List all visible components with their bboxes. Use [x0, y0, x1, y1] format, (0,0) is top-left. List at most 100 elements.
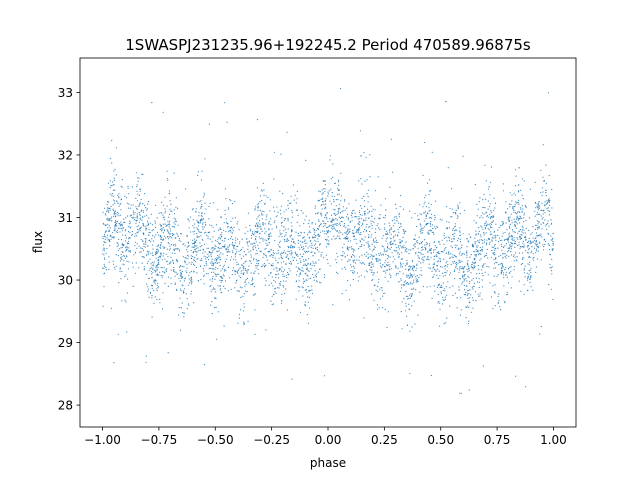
data-point — [208, 251, 210, 253]
data-point — [312, 237, 314, 239]
data-point — [548, 210, 551, 212]
data-point — [280, 302, 283, 304]
data-point — [365, 219, 367, 221]
data-point — [151, 230, 153, 232]
data-point — [291, 210, 293, 212]
data-point — [333, 208, 335, 211]
data-point — [163, 219, 166, 221]
data-point — [339, 222, 341, 224]
data-point — [435, 200, 437, 202]
data-point — [128, 238, 130, 240]
data-point — [281, 293, 283, 295]
data-point — [169, 245, 171, 247]
data-point — [441, 272, 444, 274]
data-point — [540, 215, 542, 217]
data-point — [164, 196, 166, 198]
data-point — [112, 232, 114, 234]
data-point — [477, 293, 479, 295]
data-point — [347, 213, 349, 215]
data-point — [467, 322, 470, 325]
data-point — [173, 270, 175, 272]
data-point — [521, 231, 523, 233]
data-point — [472, 288, 474, 290]
data-point — [296, 209, 298, 211]
data-point — [180, 265, 182, 267]
data-point — [541, 202, 543, 204]
data-point — [368, 226, 370, 228]
data-point — [467, 240, 469, 242]
data-point — [551, 207, 553, 209]
data-point — [149, 239, 151, 241]
data-point — [130, 204, 132, 206]
data-point — [399, 245, 401, 247]
data-point — [507, 251, 509, 253]
data-point — [520, 236, 522, 238]
data-point — [380, 265, 382, 267]
data-point — [151, 238, 153, 240]
data-point — [253, 257, 255, 259]
data-point — [482, 242, 484, 244]
data-point — [224, 102, 226, 104]
data-point — [506, 276, 508, 278]
data-point — [208, 218, 210, 220]
data-point — [471, 267, 474, 269]
data-point — [245, 283, 247, 285]
data-point — [508, 236, 510, 238]
data-point — [214, 259, 216, 261]
data-point — [417, 255, 419, 257]
data-point — [511, 276, 513, 278]
data-point — [475, 277, 477, 279]
data-point — [233, 244, 236, 247]
data-point — [213, 248, 215, 250]
data-point — [315, 276, 317, 278]
data-point — [489, 282, 491, 284]
data-point — [341, 293, 343, 295]
data-point — [425, 242, 427, 244]
data-point — [494, 237, 496, 239]
data-point — [211, 225, 213, 227]
data-point — [218, 250, 220, 252]
data-point — [196, 258, 198, 260]
data-point — [540, 169, 542, 171]
data-point — [219, 279, 221, 281]
data-point — [201, 213, 203, 215]
data-point — [280, 270, 282, 272]
data-point — [305, 250, 308, 252]
data-point — [196, 235, 198, 237]
data-point — [347, 260, 349, 263]
data-point — [186, 254, 189, 256]
data-point — [250, 284, 252, 286]
data-point — [386, 246, 389, 249]
data-point — [371, 225, 373, 227]
data-point — [185, 257, 187, 259]
data-point — [408, 249, 410, 251]
data-point — [141, 256, 143, 258]
data-point — [228, 231, 230, 233]
data-point — [200, 222, 202, 224]
data-point — [305, 259, 307, 261]
data-point — [542, 191, 544, 193]
data-point — [519, 236, 521, 238]
data-point — [215, 266, 217, 268]
data-point — [451, 246, 453, 249]
data-point — [279, 240, 281, 242]
data-point — [442, 282, 444, 284]
data-point — [484, 271, 486, 273]
data-point — [433, 264, 436, 266]
data-point — [415, 253, 417, 255]
data-point — [371, 263, 373, 265]
data-point — [268, 237, 270, 239]
data-point — [320, 255, 322, 257]
data-point — [271, 295, 273, 297]
data-point — [507, 268, 510, 270]
data-point — [244, 281, 246, 284]
data-point — [501, 267, 503, 269]
data-point — [325, 180, 327, 182]
x-tick-label: −1.00 — [84, 433, 121, 447]
data-point — [459, 231, 461, 233]
data-point — [379, 228, 381, 230]
data-point — [364, 214, 366, 216]
data-point — [325, 246, 327, 248]
data-point — [424, 201, 426, 203]
data-point — [488, 186, 490, 188]
